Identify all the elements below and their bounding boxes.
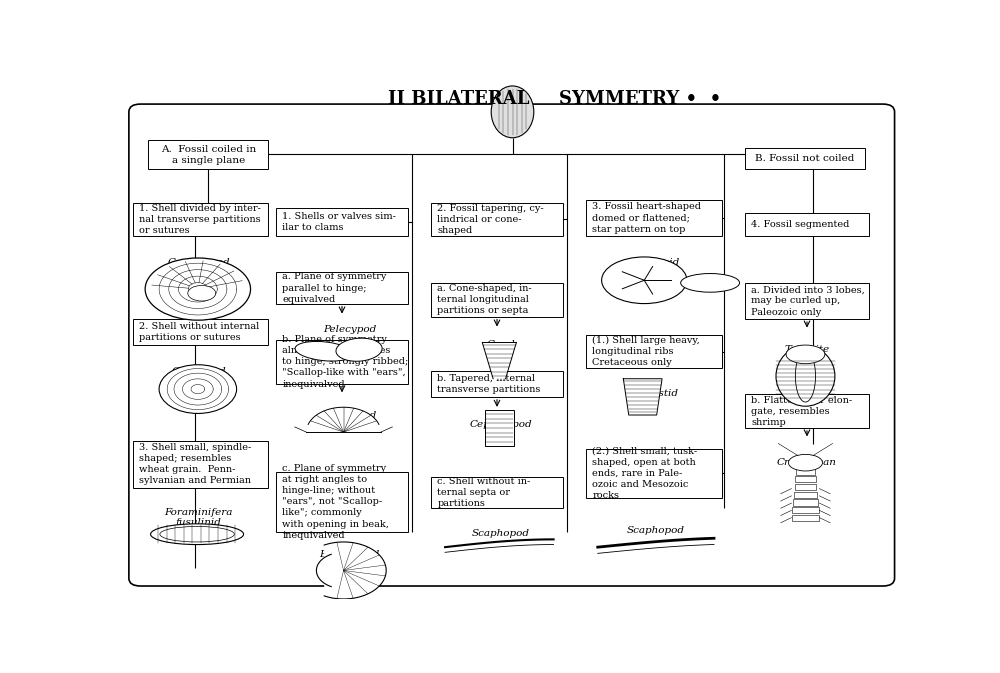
Ellipse shape [151,524,244,544]
Text: 3. Fossil heart-shaped
domed or flattened;
star pattern on top: 3. Fossil heart-shaped domed or flattene… [592,203,701,234]
Text: Cephalopod: Cephalopod [470,420,532,429]
Text: Rudistid: Rudistid [634,389,678,398]
Text: (2.) Shell small, tusk-
shaped, open at both
ends, rare in Pale-
ozoic and Mesoz: (2.) Shell small, tusk- shaped, open at … [592,447,697,500]
Text: 1. Shell divided by inter-
nal transverse partitions
or sutures: 1. Shell divided by inter- nal transvers… [139,204,261,235]
Bar [792,507,819,513]
Ellipse shape [776,346,835,406]
Text: c. Shell without in-
ternal septa or
partitions: c. Shell without in- ternal septa or par… [437,477,531,508]
Text: Scaphopod: Scaphopod [472,529,530,538]
Bar [795,476,816,483]
Bar [431,477,563,508]
Ellipse shape [602,257,687,304]
Text: c. Plane of symmetry
at right angles to
hinge-line; without
"ears", not "Scallop: c. Plane of symmetry at right angles to … [282,464,389,540]
Text: a. Plane of symmetry
parallel to hinge;
equivalved: a. Plane of symmetry parallel to hinge; … [282,273,387,304]
Bar [586,334,722,368]
Text: 1. Shells or valves sim-
ilar to clams: 1. Shells or valves sim- ilar to clams [282,212,396,232]
Bar [276,472,408,532]
Text: A.  Fossil coiled in
a single plane: A. Fossil coiled in a single plane [161,145,256,165]
Text: Pelecypod: Pelecypod [323,411,376,420]
Bar [745,283,869,319]
Text: (1.) Shell large heavy,
longitudinal ribs
Cretaceous only: (1.) Shell large heavy, longitudinal rib… [592,336,700,367]
Ellipse shape [681,273,740,292]
Bar [276,340,408,384]
Text: Coral: Coral [486,340,515,349]
Bar [794,492,817,498]
Polygon shape [623,379,662,415]
Text: II BILATERAL: II BILATERAL [388,90,530,108]
Text: Echinoid: Echinoid [633,258,679,267]
Ellipse shape [788,454,822,471]
Bar [792,515,819,521]
Bar [431,283,563,316]
Bar [793,499,818,505]
Bar [276,208,408,236]
Ellipse shape [295,341,353,361]
Bar [586,449,722,498]
Bar [431,203,563,236]
Polygon shape [308,407,379,425]
Bar [485,410,514,446]
Bar [133,319,268,345]
Text: Cephalopod: Cephalopod [167,258,230,267]
Text: 4. Fossil segmented: 4. Fossil segmented [751,220,850,229]
Ellipse shape [188,285,216,301]
Text: Foraminifera
fusulinid: Foraminifera fusulinid [164,507,233,527]
Ellipse shape [159,365,237,413]
Ellipse shape [160,526,234,542]
Bar [586,200,722,236]
Bar [745,213,869,236]
Ellipse shape [145,258,251,320]
Polygon shape [324,542,386,599]
Text: 2. Fossil tapering, cy-
lindrical or cone-
shaped: 2. Fossil tapering, cy- lindrical or con… [437,204,544,235]
Text: b. Tapered, internal
transverse partitions: b. Tapered, internal transverse partitio… [437,374,541,394]
Ellipse shape [795,350,816,402]
Bar [431,371,563,397]
Bar [148,141,268,169]
Bar [133,441,268,487]
Bar [276,273,408,304]
Text: b. Plane of symmetry
almost at right angles
to hinge; strongly ribbed;
"Scallop-: b. Plane of symmetry almost at right ang… [282,335,409,388]
Bar [745,394,869,428]
Text: a. Cone-shaped, in-
ternal longitudinal
partitions or septa: a. Cone-shaped, in- ternal longitudinal … [437,284,532,316]
Ellipse shape [491,86,534,138]
Text: Pelecypod: Pelecypod [323,325,376,334]
Text: Crustacean: Crustacean [777,458,837,467]
Bar [745,148,865,169]
Text: B. Fossil not coiled: B. Fossil not coiled [755,154,855,163]
Text: 3. Shell small, spindle-
shaped; resembles
wheat grain.  Penn-
sylvanian and Per: 3. Shell small, spindle- shaped; resembl… [139,443,251,485]
Ellipse shape [336,338,382,361]
Bar [795,484,816,490]
Ellipse shape [786,345,825,363]
Bar [133,203,268,236]
Polygon shape [482,343,516,379]
Text: Gastropod: Gastropod [171,367,226,376]
Text: 2. Shell without internal
partitions or sutures: 2. Shell without internal partitions or … [139,322,259,342]
Text: b. Flattened or elon-
gate, resembles
shrimp: b. Flattened or elon- gate, resembles sh… [751,396,852,427]
Bar [796,468,815,474]
Text: Brachiopod: Brachiopod [320,550,380,559]
Text: a. Divided into 3 lobes,
may be curled up,
Paleozoic only: a. Divided into 3 lobes, may be curled u… [751,285,865,316]
Text: SYMMETRY •  •: SYMMETRY • • [559,90,721,108]
Text: Scaphopod: Scaphopod [627,526,685,536]
Text: Trilobite: Trilobite [784,345,830,354]
